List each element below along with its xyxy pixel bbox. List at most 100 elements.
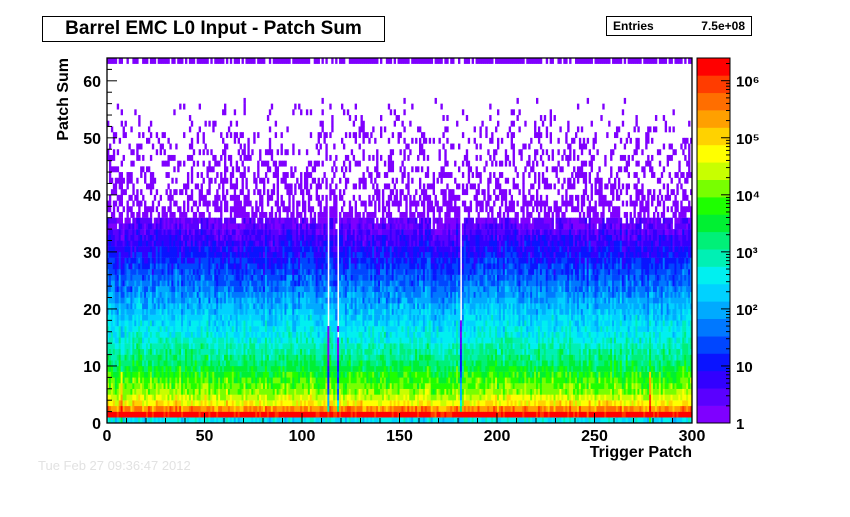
heatmap-cell (173, 331, 176, 338)
heatmap-cell (167, 229, 170, 235)
heatmap-cell (296, 229, 299, 235)
heatmap-cell (181, 348, 184, 355)
heatmap-cell (315, 314, 318, 321)
heatmap-cell (261, 291, 264, 298)
heatmap-cell (124, 314, 127, 321)
heatmap-cell (183, 234, 186, 241)
heatmap-cell (222, 263, 225, 270)
heatmap-cell (146, 166, 149, 173)
heatmap-cell (300, 257, 303, 264)
heatmap-cell (163, 58, 166, 64)
stats-entries-label: Entries (613, 19, 654, 33)
heatmap-cell (270, 331, 274, 338)
heatmap-cell (233, 194, 237, 201)
heatmap-cell (208, 200, 211, 207)
heatmap-cell (157, 383, 161, 389)
heatmap-cell (333, 303, 336, 310)
heatmap-cell (138, 257, 141, 264)
heatmap-cell (196, 229, 200, 235)
heatmap-cell (198, 360, 201, 367)
heatmap-cell (165, 326, 168, 332)
heatmap-cell (118, 394, 122, 401)
heatmap-cell (280, 240, 283, 247)
heatmap-cell (259, 217, 262, 224)
heatmap-cell (171, 394, 174, 401)
heatmap-cell (126, 206, 129, 213)
heatmap-cell (255, 183, 258, 190)
heatmap-cell (208, 217, 211, 224)
heatmap-cell (122, 411, 125, 418)
heatmap-cell (165, 354, 168, 361)
heatmap-cell (120, 383, 123, 389)
heatmap-cell (188, 263, 192, 270)
heatmap-cell (282, 177, 285, 184)
heatmap-cell (107, 280, 110, 287)
heatmap-cell (263, 263, 266, 270)
heatmap-cell (257, 297, 260, 304)
heatmap-cell (202, 383, 205, 389)
heatmap-cell (130, 371, 133, 378)
heatmap-cell (225, 303, 229, 310)
heatmap-cell (243, 97, 246, 104)
heatmap-cell (268, 360, 272, 367)
heatmap-cell (112, 257, 116, 264)
heatmap-cell (198, 194, 201, 201)
heatmap-cell (110, 383, 114, 389)
heatmap-cell (186, 154, 190, 161)
heatmap-cell (284, 58, 287, 64)
heatmap-cell (212, 417, 215, 424)
heatmap-cell (157, 257, 161, 264)
heatmap-cell (147, 326, 151, 332)
heatmap-cell (146, 360, 149, 367)
heatmap-cell (202, 308, 205, 315)
heatmap-cell (331, 343, 334, 350)
heatmap-cell (149, 343, 153, 350)
heatmap-cell (315, 160, 318, 167)
heatmap-cell (268, 234, 272, 241)
heatmap-cell (237, 348, 240, 355)
heatmap-cell (307, 223, 311, 230)
heatmap-cell (227, 223, 231, 230)
heatmap-cell (212, 394, 215, 401)
heatmap-cell (227, 354, 231, 361)
heatmap-cell (112, 354, 116, 361)
heatmap-cell (284, 229, 287, 235)
heatmap-cell (280, 320, 283, 327)
heatmap-cell (300, 383, 303, 389)
heatmap-cell (261, 280, 264, 287)
heatmap-cell (331, 234, 334, 241)
heatmap-cell (185, 303, 188, 310)
heatmap-cell (292, 354, 295, 361)
heatmap-cell (231, 291, 235, 298)
heatmap-cell (266, 365, 270, 372)
heatmap-cell (229, 400, 233, 407)
heatmap-cell (284, 303, 287, 310)
heatmap-cell (132, 269, 135, 275)
heatmap-cell (173, 405, 176, 412)
heatmap-cell (114, 331, 118, 338)
heatmap-cell (229, 320, 233, 327)
heatmap-cell (251, 217, 254, 224)
heatmap-cell (286, 234, 289, 241)
heatmap-cell (249, 417, 252, 424)
heatmap-cell (218, 297, 221, 304)
heatmap-cell (224, 251, 227, 258)
heatmap-cell (216, 251, 219, 258)
heatmap-cell (303, 257, 307, 264)
heatmap-cell (163, 269, 166, 275)
heatmap-cell (309, 251, 313, 258)
heatmap-cell (110, 223, 114, 230)
heatmap-cell (192, 337, 196, 344)
heatmap-cell (163, 417, 166, 424)
heatmap-cell (120, 303, 123, 310)
heatmap-cell (194, 394, 198, 401)
heatmap-cell (237, 371, 240, 378)
heatmap-cell (146, 234, 149, 241)
heatmap-cell (323, 320, 326, 327)
heatmap-cell (263, 246, 266, 253)
heatmap-cell (171, 291, 174, 298)
heatmap-cell (108, 331, 112, 338)
heatmap-cell (321, 126, 324, 133)
heatmap-cell (259, 274, 262, 281)
heatmap-cell (122, 246, 125, 253)
